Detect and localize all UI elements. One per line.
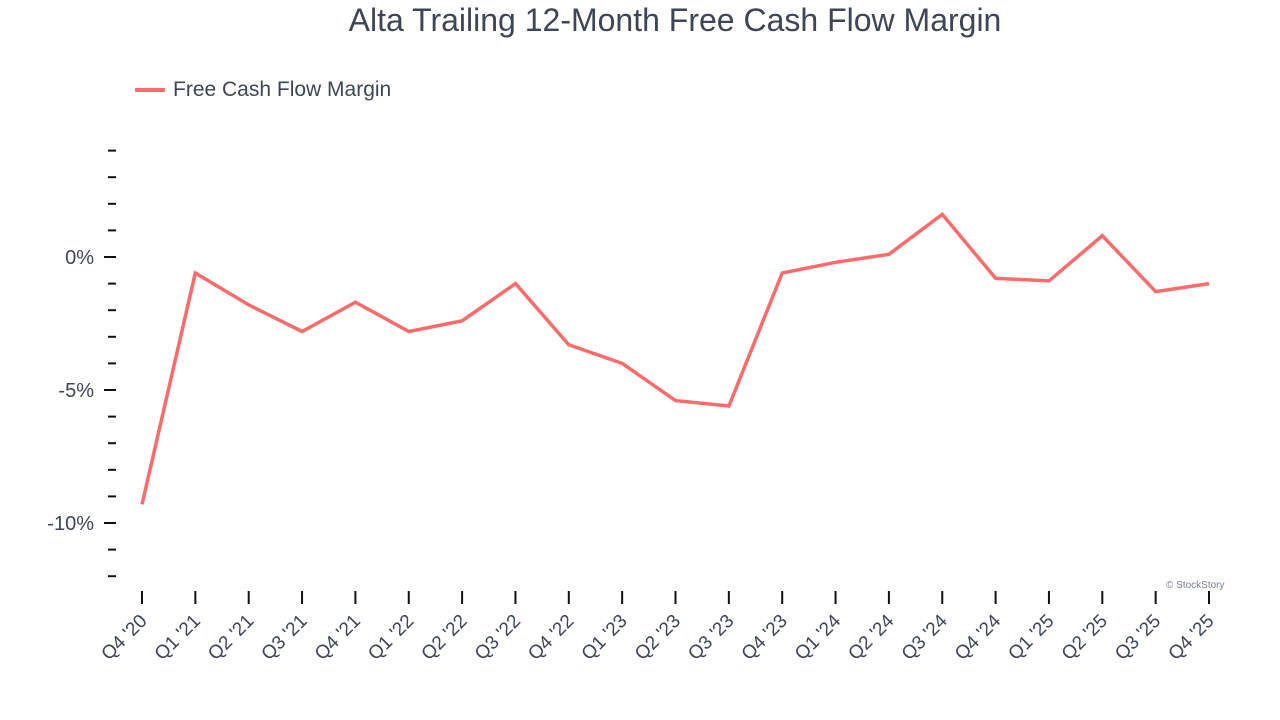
y-tick-label: -5% [58,380,94,402]
x-tick-label: Q3 '25 [1111,611,1165,665]
x-tick-label: Q4 '22 [524,611,578,665]
legend: Free Cash Flow Margin [135,78,391,102]
fcf-margin-line [140,212,1210,505]
x-tick-label: Q4 '24 [951,610,1005,664]
x-tick-label: Q2 '25 [1058,611,1112,665]
legend-label: Free Cash Flow Margin [173,78,392,101]
x-tick-label: Q3 '23 [684,611,738,665]
x-tick-label: Q3 '24 [898,610,952,664]
x-tick-label: Q1 '21 [151,611,205,665]
legend-swatch [135,88,165,92]
x-tick-label: Q2 '22 [418,611,472,665]
x-tick-label: Q4 '20 [98,611,152,665]
x-tick-label: Q1 '24 [791,610,845,664]
x-tick-label: Q1 '25 [1004,611,1058,665]
x-tick-label: Q4 '21 [311,611,365,665]
x-tick-label: Q1 '23 [578,611,632,665]
x-tick-label: Q1 '22 [364,611,418,665]
x-tick-label: Q4 '23 [738,611,792,665]
x-tick-label: Q4 '25 [1165,611,1219,665]
x-tick-label: Q3 '21 [258,611,312,665]
x-tick-label: Q2 '23 [631,611,685,665]
y-tick-label: -10% [47,513,94,535]
chart-title: Alta Trailing 12-Month Free Cash Flow Ma… [348,2,1002,38]
x-tick-label: Q2 '24 [844,610,898,664]
watermark: © StockStory [1166,580,1225,591]
y-tick-label: 0% [65,247,94,269]
x-tick-label: Q2 '21 [204,611,258,665]
x-tick-label: Q3 '22 [471,611,525,665]
